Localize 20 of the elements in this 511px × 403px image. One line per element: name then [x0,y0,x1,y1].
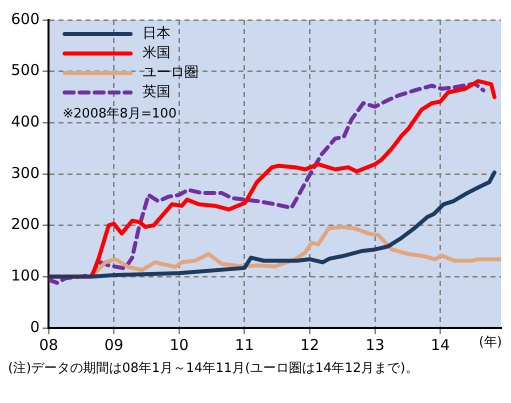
x-tick-label: 08 [39,336,58,354]
y-tick-label: 600 [10,10,40,28]
legend-label: 米国 [142,45,171,62]
x-axis-title: (年) [478,334,502,350]
legend-label: 日本 [142,26,171,42]
x-tick-label: 10 [170,336,189,354]
x-tick-label: 14 [430,336,450,354]
x-tick-label: 11 [234,336,254,354]
text: (注)データの期間は08年1月～14年11月(ユーロ圏は14年12月まで)。 [8,360,420,378]
y-tick-label: 500 [10,61,40,80]
x-tick-label: 13 [365,336,385,354]
y-tick-label: 300 [10,164,40,182]
x-tick-label: 09 [104,336,124,354]
annotation: ※2008年8月=100 [62,106,177,122]
x-tick-label: 12 [300,336,320,354]
y-tick-label: 200 [10,215,40,234]
y-tick-label: 0 [30,318,40,336]
y-tick-label: 100 [10,266,40,285]
y-tick-label: 400 [10,112,40,131]
legend-label: 英国 [142,84,171,100]
